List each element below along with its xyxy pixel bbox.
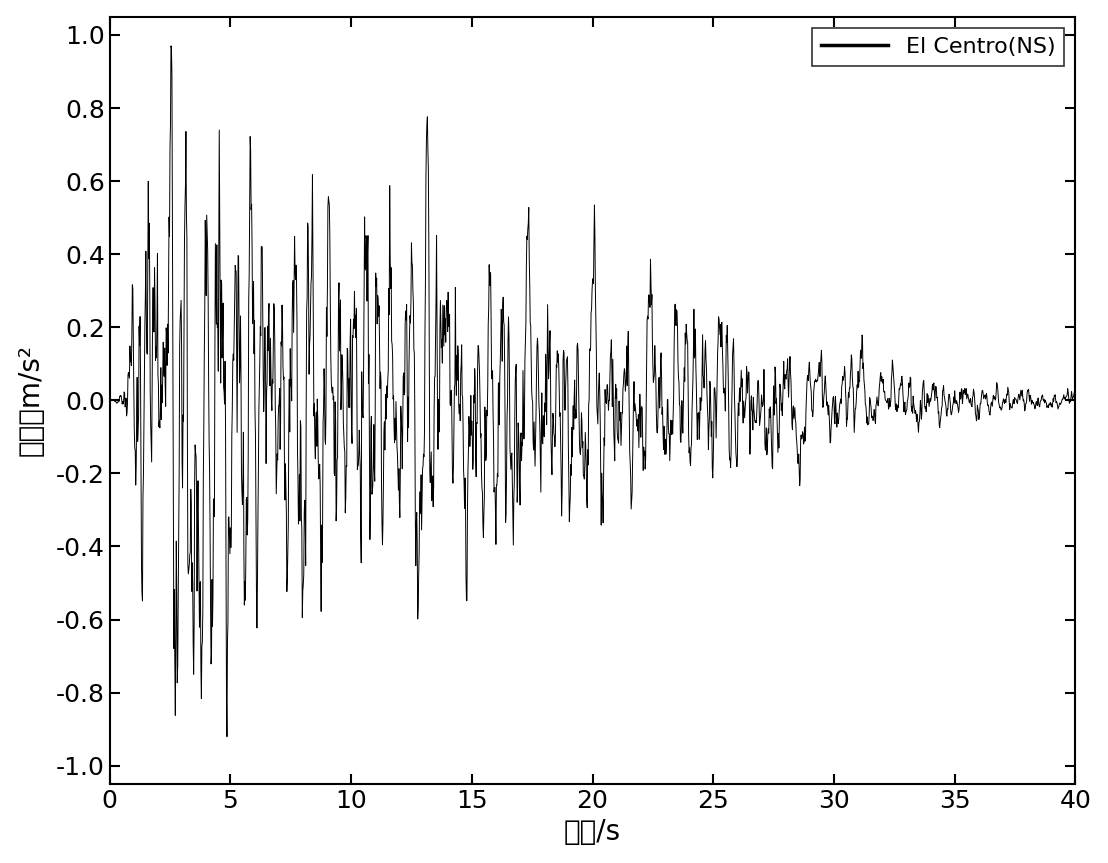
X-axis label: 时间/s: 时间/s <box>564 818 622 847</box>
Legend: El Centro(NS): El Centro(NS) <box>812 28 1065 66</box>
Y-axis label: 加速度m/s²: 加速度m/s² <box>17 344 44 457</box>
